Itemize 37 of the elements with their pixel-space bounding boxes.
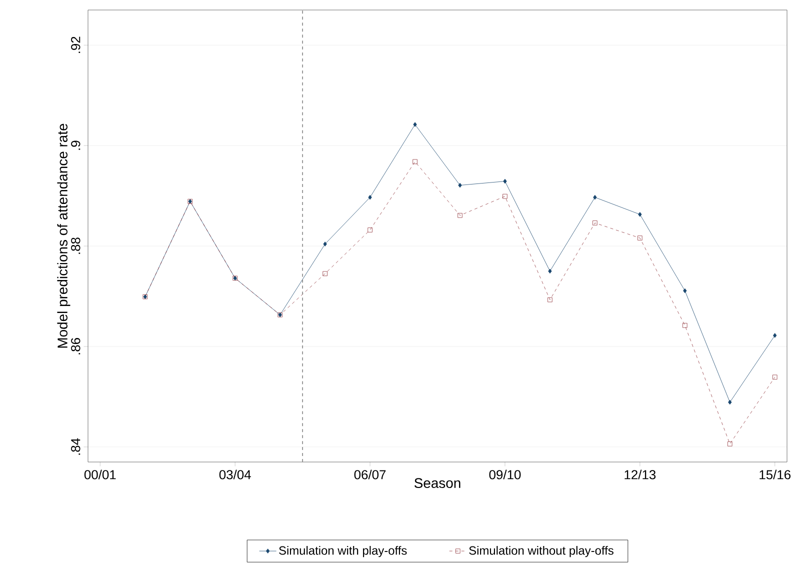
x-tick-label: 12/13 bbox=[624, 470, 656, 480]
y-axis-title: Model predictions of attendance rate bbox=[57, 124, 70, 348]
point bbox=[727, 442, 732, 446]
point bbox=[458, 213, 462, 218]
point bbox=[728, 400, 732, 405]
point bbox=[593, 194, 597, 200]
point bbox=[368, 228, 372, 232]
x-tick-label: 03/04 bbox=[219, 470, 251, 480]
point bbox=[772, 374, 778, 380]
y-tick-label: .84 bbox=[71, 438, 80, 455]
legend-label: Simulation without play-offs bbox=[469, 546, 614, 558]
point bbox=[368, 194, 372, 200]
point bbox=[548, 268, 552, 274]
point bbox=[548, 297, 552, 302]
point bbox=[638, 236, 642, 240]
point bbox=[458, 182, 462, 188]
y-tick-label: .92 bbox=[71, 36, 80, 53]
y-tick-label: .88 bbox=[71, 238, 80, 254]
point bbox=[413, 122, 417, 127]
x-tick-label: 15/16 bbox=[760, 470, 791, 480]
point bbox=[638, 212, 642, 217]
x-tick-label: 00/01 bbox=[84, 470, 116, 480]
point bbox=[323, 242, 327, 246]
x-tick-label: 09/10 bbox=[489, 470, 521, 480]
y-tick-label: .9 bbox=[71, 140, 80, 150]
x-tick-label: 06/07 bbox=[354, 470, 386, 480]
point bbox=[503, 178, 507, 184]
y-tick-label: .86 bbox=[71, 338, 80, 354]
point bbox=[773, 333, 777, 338]
point bbox=[682, 323, 688, 328]
legend-label: Simulation with play-offs bbox=[279, 546, 407, 558]
point bbox=[412, 159, 418, 164]
point bbox=[502, 194, 508, 199]
point bbox=[592, 220, 598, 226]
point bbox=[683, 288, 687, 294]
x-axis-title: Season bbox=[414, 478, 460, 488]
point bbox=[322, 271, 328, 276]
